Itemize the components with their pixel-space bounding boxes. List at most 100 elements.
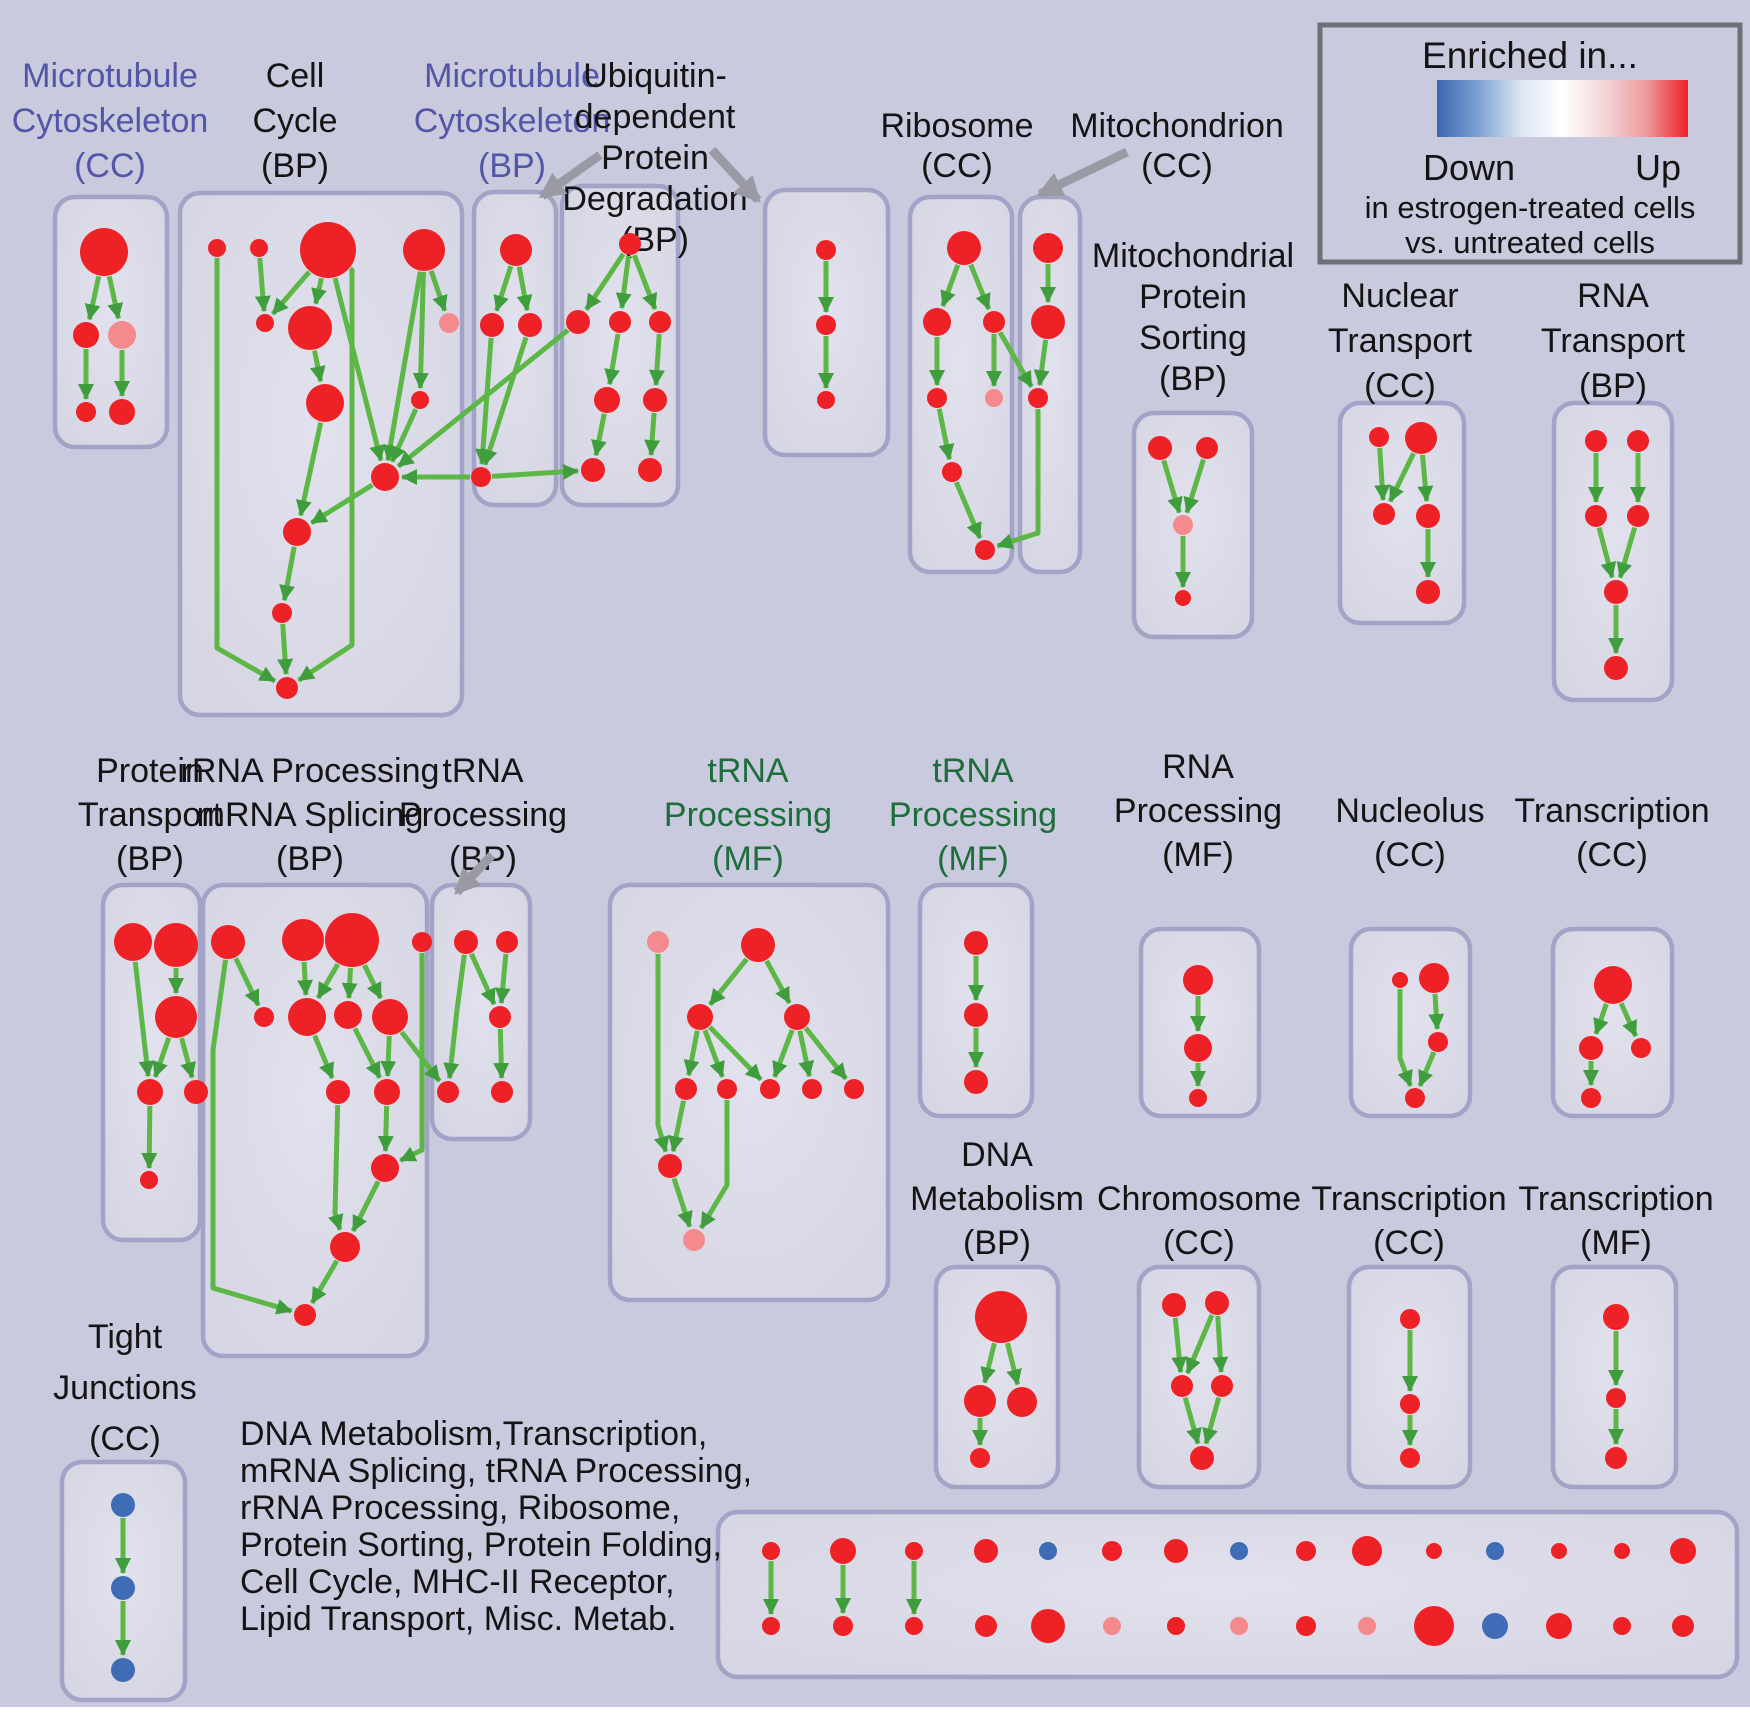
cluster-label-mitochondrion: (CC) xyxy=(1141,147,1213,185)
edge-arrow xyxy=(332,277,385,462)
cluster-label-ribosome: (CC) xyxy=(921,147,993,185)
go-term-node xyxy=(330,1232,360,1262)
edge-arrow xyxy=(936,408,955,461)
go-term-node xyxy=(1416,580,1440,604)
edge-arrow xyxy=(1593,1003,1609,1035)
edge-arrow xyxy=(84,275,102,321)
go-term-node xyxy=(371,463,399,491)
cluster-label-tight-junctions: Junctions xyxy=(53,1369,197,1407)
go-term-node xyxy=(1426,1543,1442,1559)
go-term-node xyxy=(830,1538,856,1564)
cluster-label-ubiquitin-a: Protein xyxy=(601,139,709,177)
misc-categories-text: Lipid Transport, Misc. Metab. xyxy=(240,1600,677,1638)
edge-arrow xyxy=(152,1036,172,1078)
edge-arrow xyxy=(980,1342,997,1384)
go-term-node xyxy=(374,1079,400,1105)
go-term-node xyxy=(1603,1304,1629,1330)
edge-arrow xyxy=(396,328,570,469)
edge-arrow xyxy=(1417,454,1434,503)
edge-arrow xyxy=(297,266,355,683)
cluster-label-microtubule-cc: Cytoskeleton xyxy=(12,102,209,140)
cluster-label-rna-transport: (BP) xyxy=(1579,367,1647,405)
label-pointer-arrow xyxy=(538,151,603,200)
go-term-node xyxy=(1031,305,1065,339)
cluster-box-misc-strip xyxy=(715,1509,1740,1680)
edge-arrow xyxy=(233,957,261,1007)
edge-arrow xyxy=(1387,452,1416,503)
cluster-label-transcription-mf: (MF) xyxy=(1580,1224,1652,1262)
cluster-label-mito-sorting: Sorting xyxy=(1139,319,1247,357)
go-term-node xyxy=(762,1542,780,1560)
go-term-node xyxy=(947,231,981,265)
cluster-label-mito-sorting: Protein xyxy=(1139,278,1247,316)
edge-arrow xyxy=(803,1026,848,1081)
legend-subtitle: in estrogen-treated cells xyxy=(1365,190,1696,225)
go-term-node xyxy=(1296,1616,1316,1636)
edge-arrow xyxy=(702,1029,725,1078)
cluster-label-transcription-cc-bottom: (CC) xyxy=(1373,1224,1445,1262)
edge-arrow xyxy=(953,481,983,540)
go-term-node xyxy=(288,998,326,1036)
edge-arrow xyxy=(377,1105,394,1153)
go-term-node xyxy=(1613,1617,1631,1635)
cluster-box-dna-metabolism xyxy=(933,1264,1061,1490)
go-term-node xyxy=(1414,1606,1454,1646)
cluster-label-transcription-cc-mid: Transcription xyxy=(1514,792,1709,830)
go-term-node xyxy=(371,1154,399,1182)
cluster-label-mito-sorting: (BP) xyxy=(1159,360,1227,398)
edge-arrow xyxy=(277,623,294,676)
edge-arrow xyxy=(996,409,1041,550)
go-term-node xyxy=(717,1079,737,1099)
edge-arrow xyxy=(352,1027,383,1079)
go-term-node xyxy=(975,540,995,560)
cluster-label-dna-metabolism: Metabolism xyxy=(910,1180,1084,1218)
misc-categories-text: Cell Cycle, MHC-II Receptor, xyxy=(240,1563,675,1601)
cluster-box-transcription-cc-mid xyxy=(1550,926,1675,1119)
legend-down-label: Down xyxy=(1423,147,1515,188)
go-term-node xyxy=(155,996,197,1038)
go-term-node xyxy=(1581,1088,1601,1108)
go-term-node xyxy=(1352,1536,1382,1566)
edge-arrow xyxy=(615,255,632,310)
go-term-node xyxy=(1230,1542,1248,1560)
label-pointer-arrow xyxy=(453,851,496,896)
edge-arrow xyxy=(604,333,621,386)
edge-arrow xyxy=(1596,526,1617,579)
go-term-node xyxy=(905,1542,923,1560)
go-term-node xyxy=(833,1616,853,1636)
go-term-node xyxy=(489,1006,511,1028)
go-term-node xyxy=(1416,504,1440,528)
go-term-node xyxy=(254,1007,274,1027)
cluster-label-cell-cycle: Cycle xyxy=(252,102,337,140)
edge-arrow xyxy=(1185,1314,1215,1375)
go-term-node xyxy=(985,389,1003,407)
go-term-node xyxy=(1033,233,1063,263)
cluster-label-nucleolus: (CC) xyxy=(1374,836,1446,874)
cluster-label-rna-transport: RNA xyxy=(1577,277,1649,315)
go-term-node xyxy=(480,313,504,337)
go-term-node xyxy=(276,677,298,699)
edge-arrow xyxy=(279,546,297,602)
go-term-node xyxy=(294,1304,316,1326)
legend-gradient-bar xyxy=(1437,80,1688,137)
go-term-node xyxy=(496,931,518,953)
cluster-label-dna-metabolism: (BP) xyxy=(963,1224,1031,1262)
go-term-node xyxy=(1103,1617,1121,1635)
legend-title: Enriched in... xyxy=(1422,35,1638,76)
legend-subtitle: vs. untreated cells xyxy=(1405,225,1655,260)
go-term-node xyxy=(1184,1034,1212,1062)
go-term-node xyxy=(411,391,429,409)
edge-arrow xyxy=(516,266,533,312)
go-term-node xyxy=(256,314,274,332)
go-term-node xyxy=(816,240,836,260)
go-term-node xyxy=(439,313,459,333)
edge-arrow xyxy=(491,463,580,480)
go-term-node xyxy=(1605,1447,1627,1469)
cluster-label-nuclear-transport: Transport xyxy=(1328,322,1473,360)
edge-arrow xyxy=(1212,1315,1229,1374)
edge-arrow xyxy=(312,1034,335,1080)
go-term-node xyxy=(1604,580,1628,604)
cluster-label-tight-junctions: (CC) xyxy=(89,1420,161,1458)
go-term-node xyxy=(802,1079,822,1099)
